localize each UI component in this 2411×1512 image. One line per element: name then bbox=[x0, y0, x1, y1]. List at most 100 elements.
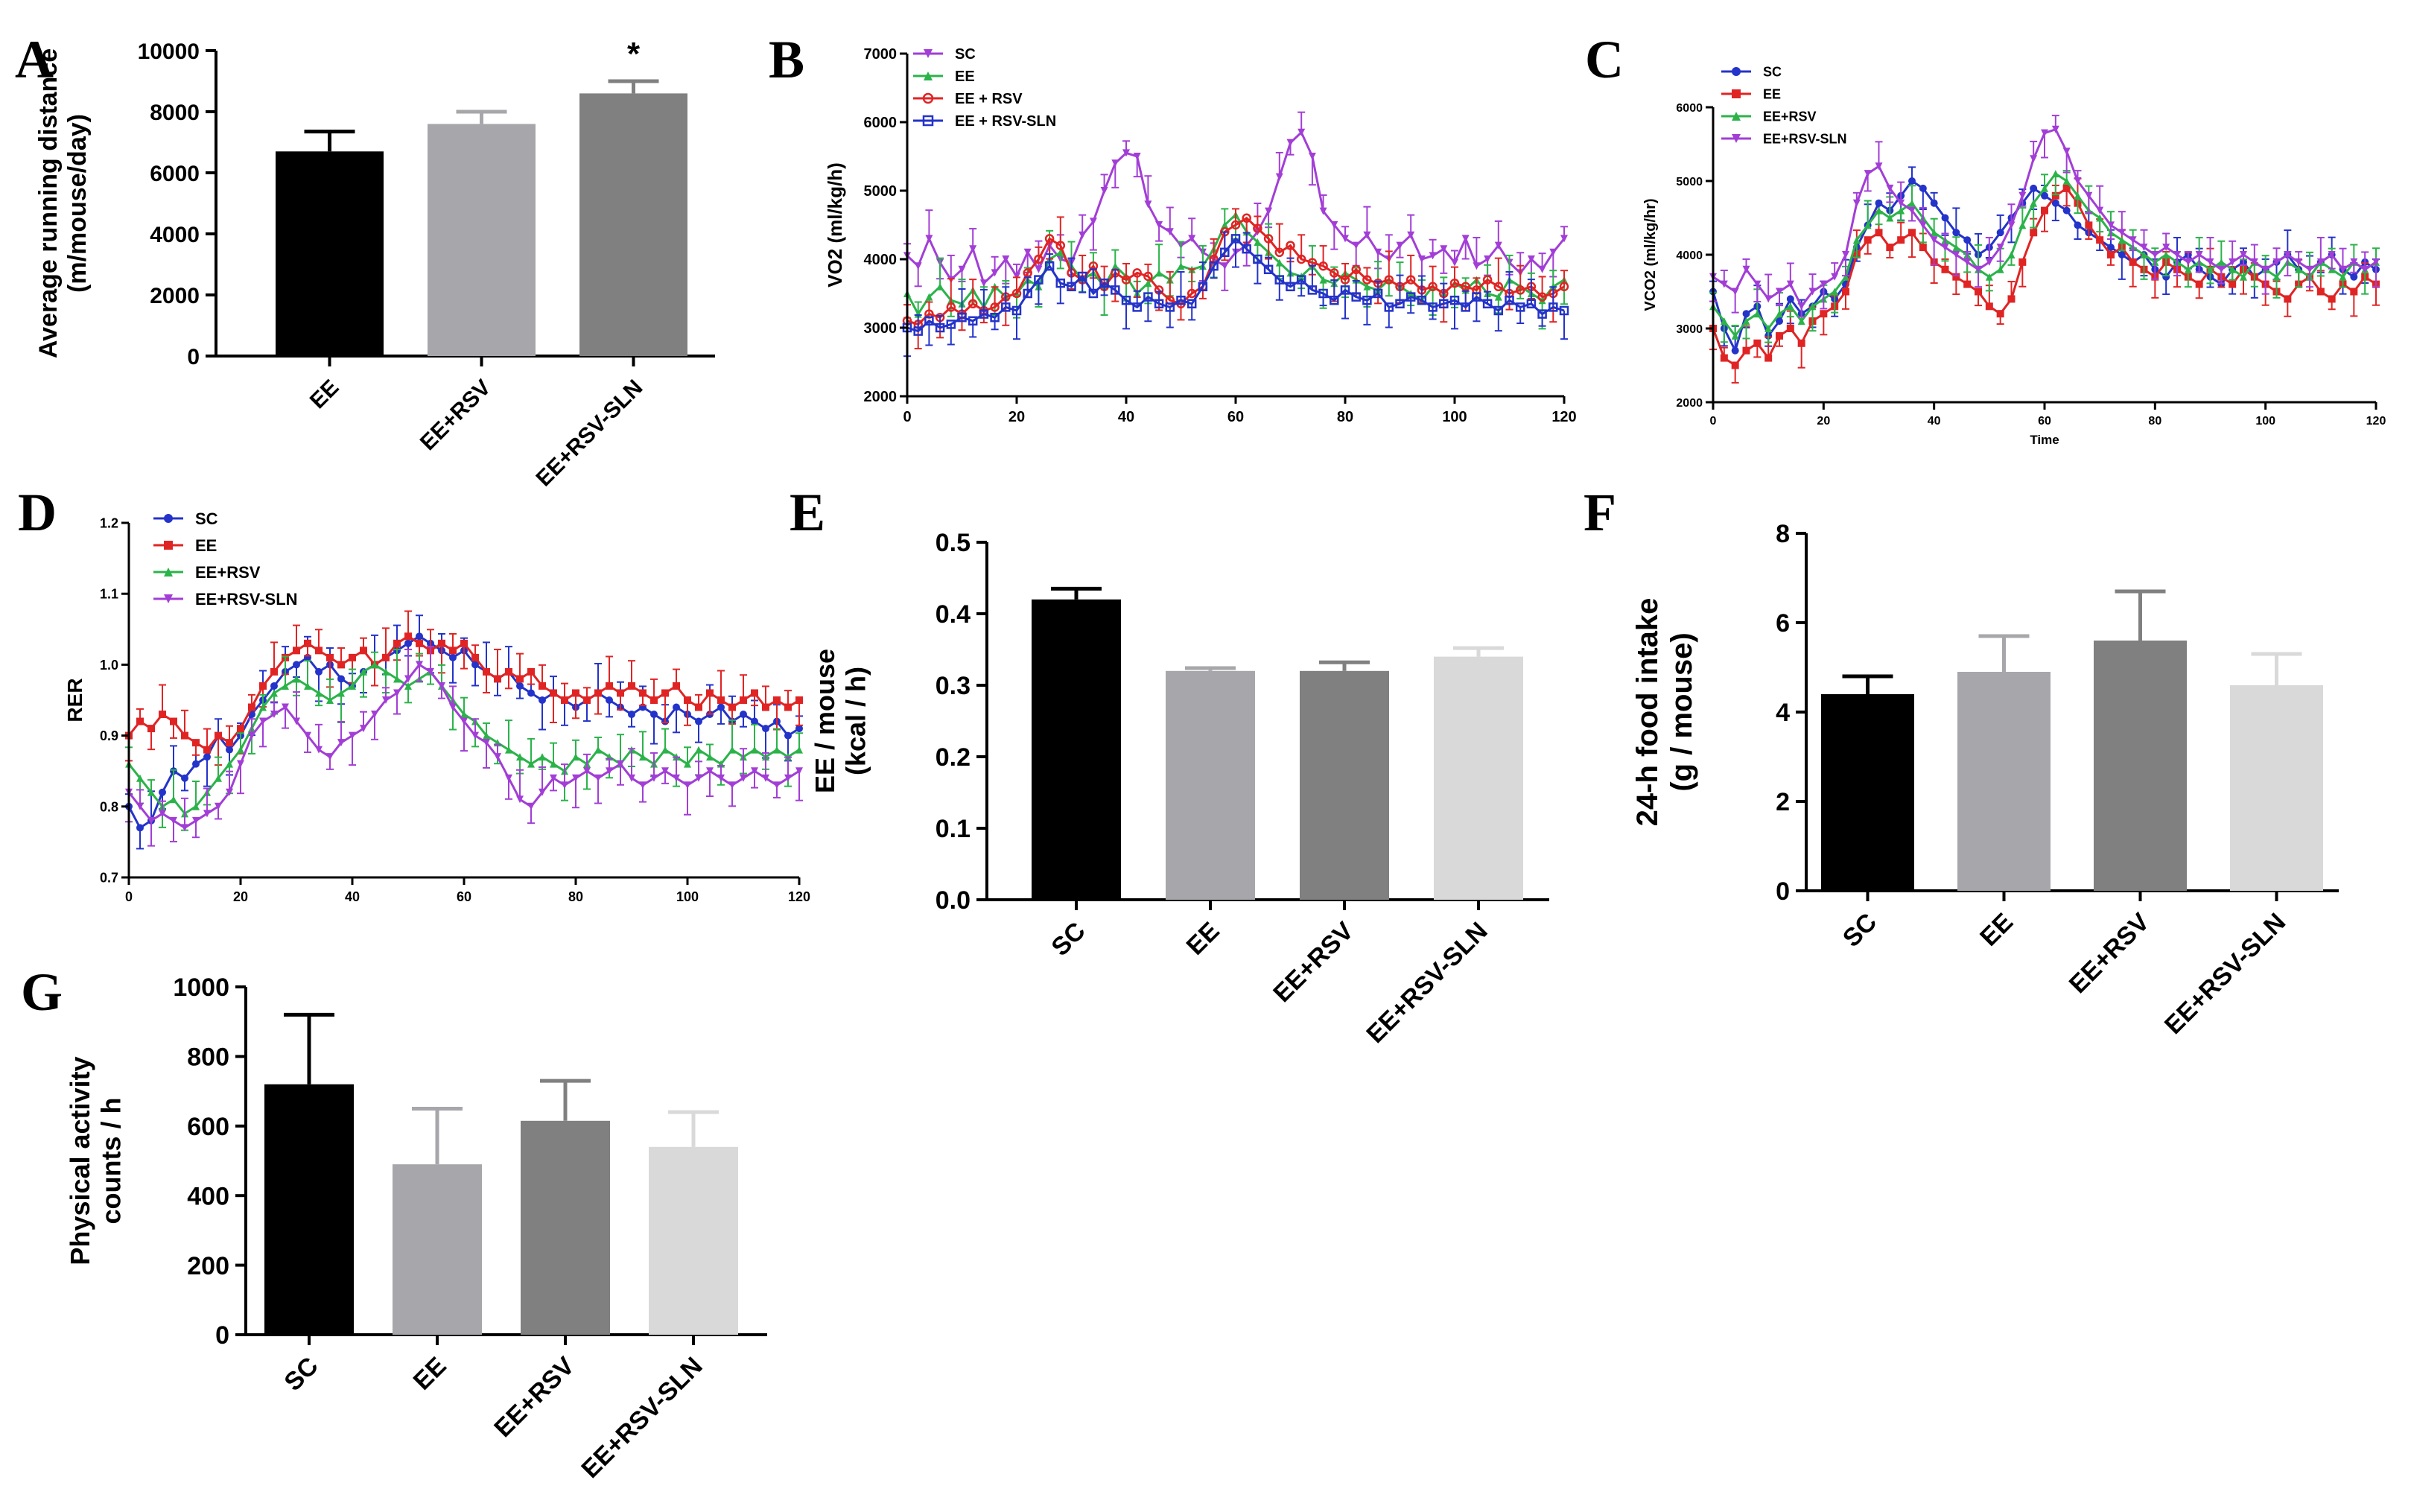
data-point bbox=[991, 269, 999, 277]
data-point bbox=[1786, 295, 1794, 303]
data-point bbox=[315, 689, 323, 697]
data-point bbox=[1132, 268, 1142, 278]
legend-label: EE+RSV bbox=[1763, 109, 1817, 124]
data-point bbox=[1776, 288, 1783, 296]
data-point bbox=[1808, 288, 1817, 296]
data-point bbox=[159, 711, 166, 719]
legend-label: SC bbox=[1763, 64, 1782, 79]
bar bbox=[1166, 670, 1255, 900]
data-point bbox=[1786, 325, 1794, 332]
data-point bbox=[1221, 262, 1229, 270]
data-point bbox=[1776, 310, 1783, 318]
data-point bbox=[561, 781, 568, 790]
data-point bbox=[438, 639, 445, 647]
y-tick-label: 1.2 bbox=[100, 515, 118, 530]
data-point bbox=[2118, 229, 2126, 237]
data-point bbox=[784, 703, 792, 711]
data-point bbox=[1428, 282, 1438, 292]
y-axis-title: 24-h food intake bbox=[1631, 598, 1664, 827]
data-point bbox=[2272, 273, 2281, 281]
data-point bbox=[2328, 265, 2336, 273]
y-tick-label: 0 bbox=[187, 345, 200, 369]
data-point bbox=[2030, 155, 2038, 163]
data-point bbox=[1515, 285, 1525, 295]
data-point bbox=[393, 639, 401, 647]
data-point bbox=[349, 682, 356, 690]
data-point bbox=[1505, 295, 1514, 305]
data-point bbox=[215, 802, 222, 810]
data-point bbox=[2261, 265, 2269, 273]
data-point bbox=[1753, 339, 1762, 347]
bar bbox=[2094, 641, 2187, 891]
data-point bbox=[270, 667, 278, 676]
data-point bbox=[2272, 258, 2281, 266]
data-point bbox=[1330, 268, 1339, 278]
x-tick-label: 100 bbox=[1442, 409, 1467, 425]
data-point bbox=[740, 711, 747, 719]
data-point bbox=[924, 316, 934, 326]
data-point bbox=[2339, 265, 2347, 273]
data-point bbox=[1864, 221, 1872, 229]
data-point bbox=[159, 810, 166, 818]
y-tick-label: 2 bbox=[1776, 788, 1790, 816]
data-point bbox=[1952, 251, 1960, 258]
data-point bbox=[304, 639, 311, 647]
legend: SC EE EE+RSV EE+RSV-SLN bbox=[1721, 64, 1847, 146]
data-point bbox=[460, 717, 468, 725]
data-point bbox=[924, 72, 933, 80]
data-point bbox=[1908, 177, 1916, 185]
data-point bbox=[1527, 255, 1535, 263]
data-point bbox=[1405, 275, 1416, 285]
data-point bbox=[516, 675, 524, 683]
data-point bbox=[2173, 251, 2181, 258]
data-point bbox=[2107, 244, 2115, 252]
data-point bbox=[1941, 244, 1949, 252]
data-point bbox=[2316, 258, 2325, 266]
data-point bbox=[1484, 255, 1492, 263]
panel-letter-d: D bbox=[18, 483, 57, 542]
data-point bbox=[1396, 241, 1404, 250]
data-point bbox=[1449, 278, 1460, 288]
data-point bbox=[516, 682, 524, 690]
y-tick-label: 0.2 bbox=[936, 743, 971, 772]
data-point bbox=[136, 774, 144, 782]
data-point bbox=[583, 767, 591, 775]
data-point bbox=[1132, 302, 1142, 312]
data-point bbox=[1417, 255, 1426, 263]
data-point bbox=[1154, 299, 1164, 309]
data-point bbox=[449, 647, 457, 655]
data-point bbox=[1776, 317, 1783, 325]
data-point bbox=[382, 653, 390, 661]
data-point bbox=[349, 731, 356, 740]
data-point bbox=[248, 731, 255, 740]
data-point bbox=[1975, 288, 1982, 296]
data-point bbox=[1220, 247, 1230, 258]
x-tick-label: EE+RSV bbox=[489, 1352, 580, 1443]
x-tick-label: 80 bbox=[2148, 415, 2161, 428]
data-point bbox=[293, 717, 300, 725]
data-point bbox=[728, 703, 736, 711]
data-point bbox=[2195, 251, 2203, 258]
data-point bbox=[516, 753, 524, 761]
data-point bbox=[203, 753, 211, 761]
data-point bbox=[1996, 244, 2004, 252]
bar bbox=[521, 1120, 610, 1335]
data-point bbox=[2030, 184, 2038, 192]
data-point bbox=[979, 279, 988, 288]
data-point bbox=[1034, 254, 1044, 264]
data-point bbox=[2229, 258, 2237, 266]
data-point bbox=[583, 696, 591, 704]
x-tick-label: EE+RSV bbox=[2064, 908, 2156, 1000]
data-point bbox=[650, 696, 658, 704]
data-point bbox=[1548, 302, 1558, 312]
panel-letter-b: B bbox=[769, 30, 804, 89]
data-point bbox=[1820, 280, 1828, 288]
bar bbox=[1821, 694, 1914, 891]
data-point bbox=[2030, 229, 2038, 237]
data-point bbox=[706, 767, 714, 775]
legend-label: EE+RSV-SLN bbox=[1763, 131, 1847, 146]
data-point bbox=[527, 760, 535, 768]
data-point bbox=[2129, 236, 2137, 244]
data-point bbox=[1111, 159, 1119, 168]
data-point bbox=[1001, 302, 1011, 312]
